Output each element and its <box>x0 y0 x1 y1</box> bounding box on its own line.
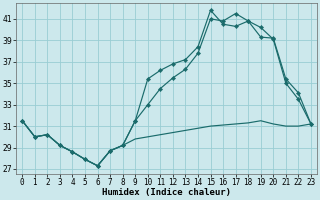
X-axis label: Humidex (Indice chaleur): Humidex (Indice chaleur) <box>102 188 231 197</box>
